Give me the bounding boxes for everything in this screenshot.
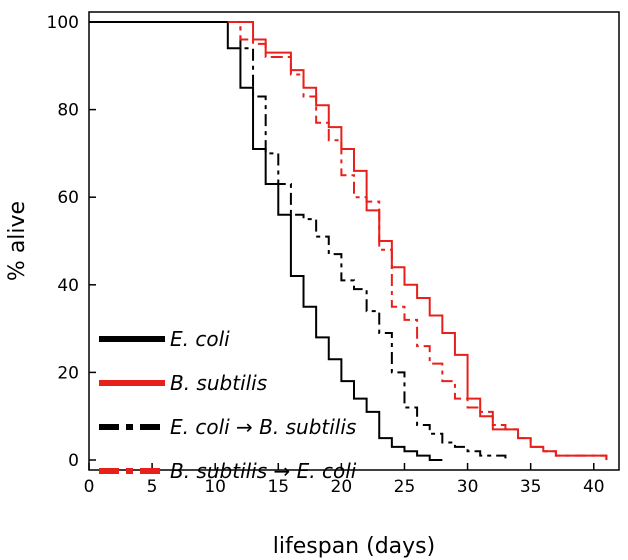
series-line-e-coli bbox=[89, 21, 443, 461]
legend-label-e-coli-to-b-subtilis: E. coli → B. subtilis bbox=[170, 415, 356, 439]
x-axis-title: lifespan (days) bbox=[273, 534, 435, 559]
x-tick-label: 15 bbox=[267, 477, 289, 497]
y-tick-label: 100 bbox=[47, 13, 79, 33]
series-layer bbox=[89, 21, 608, 461]
x-tick-label: 20 bbox=[331, 477, 353, 497]
x-tick-label: 30 bbox=[457, 477, 479, 497]
legend: E. coli B. subtilis E. coli → B. subtilis B… bbox=[99, 327, 357, 483]
x-tick-label: 35 bbox=[520, 477, 542, 497]
series-line-b-subtilis-to-e-coli bbox=[227, 21, 608, 460]
axis-ticks: 0 5 10 15 20 25 30 35 40 0 20 40 60 80 100 bbox=[47, 13, 605, 497]
x-tick-label: 25 bbox=[394, 477, 416, 497]
legend-label-b-subtilis-to-e-coli: B. subtilis → E. coli bbox=[170, 459, 357, 483]
x-tick-label: 40 bbox=[583, 477, 605, 497]
y-tick-label: 80 bbox=[57, 101, 79, 121]
x-tick-label: 10 bbox=[204, 477, 226, 497]
plot-frame bbox=[88, 11, 620, 471]
legend-label-b-subtilis: B. subtilis bbox=[170, 371, 267, 395]
series-line-b-subtilis bbox=[227, 21, 608, 460]
y-axis-title: % alive bbox=[5, 201, 30, 281]
y-tick-label: 60 bbox=[57, 188, 79, 208]
y-tick-label: 0 bbox=[68, 451, 79, 471]
series-line-e-coli-to-b-subtilis bbox=[227, 21, 507, 460]
legend-label-e-coli: E. coli bbox=[170, 327, 230, 351]
x-tick-label: 5 bbox=[147, 477, 158, 497]
y-tick-label: 40 bbox=[57, 276, 79, 296]
y-tick-label: 20 bbox=[57, 363, 79, 383]
x-tick-label: 0 bbox=[84, 477, 95, 497]
